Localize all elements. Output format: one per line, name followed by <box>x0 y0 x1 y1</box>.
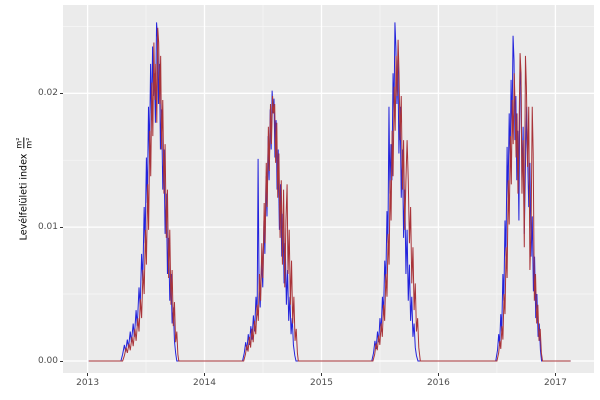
x-tick-label: 2013 <box>76 378 100 388</box>
y-axis-unit-fraction: m² m² <box>14 137 34 149</box>
red-line <box>88 27 571 362</box>
x-tick-label: 2017 <box>543 378 567 388</box>
y-tick-mark <box>60 92 63 94</box>
x-tick-mark <box>554 373 556 376</box>
plot-panel <box>63 5 594 373</box>
x-tick-mark <box>204 373 205 376</box>
x-tick-label: 2016 <box>426 378 450 388</box>
x-tick-mark <box>321 373 322 376</box>
x-tick-mark <box>437 373 439 376</box>
y-tick-label: 0.02 <box>37 88 58 99</box>
y-tick-label: 0.01 <box>37 222 58 233</box>
x-tick-label: 2015 <box>310 378 333 388</box>
y-tick-label: 0.00 <box>37 356 58 366</box>
y-tick-mark <box>60 226 63 228</box>
x-tick-label: 2014 <box>193 378 216 388</box>
plot-svg <box>63 5 594 373</box>
y-axis-unit-numerator: m² <box>14 137 24 149</box>
y-axis-unit-denominator: m² <box>23 137 34 149</box>
y-tick-mark <box>60 360 63 362</box>
x-tick-mark <box>87 373 89 376</box>
